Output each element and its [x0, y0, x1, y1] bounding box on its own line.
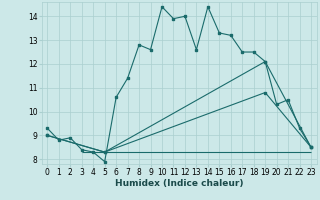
X-axis label: Humidex (Indice chaleur): Humidex (Indice chaleur): [115, 179, 244, 188]
